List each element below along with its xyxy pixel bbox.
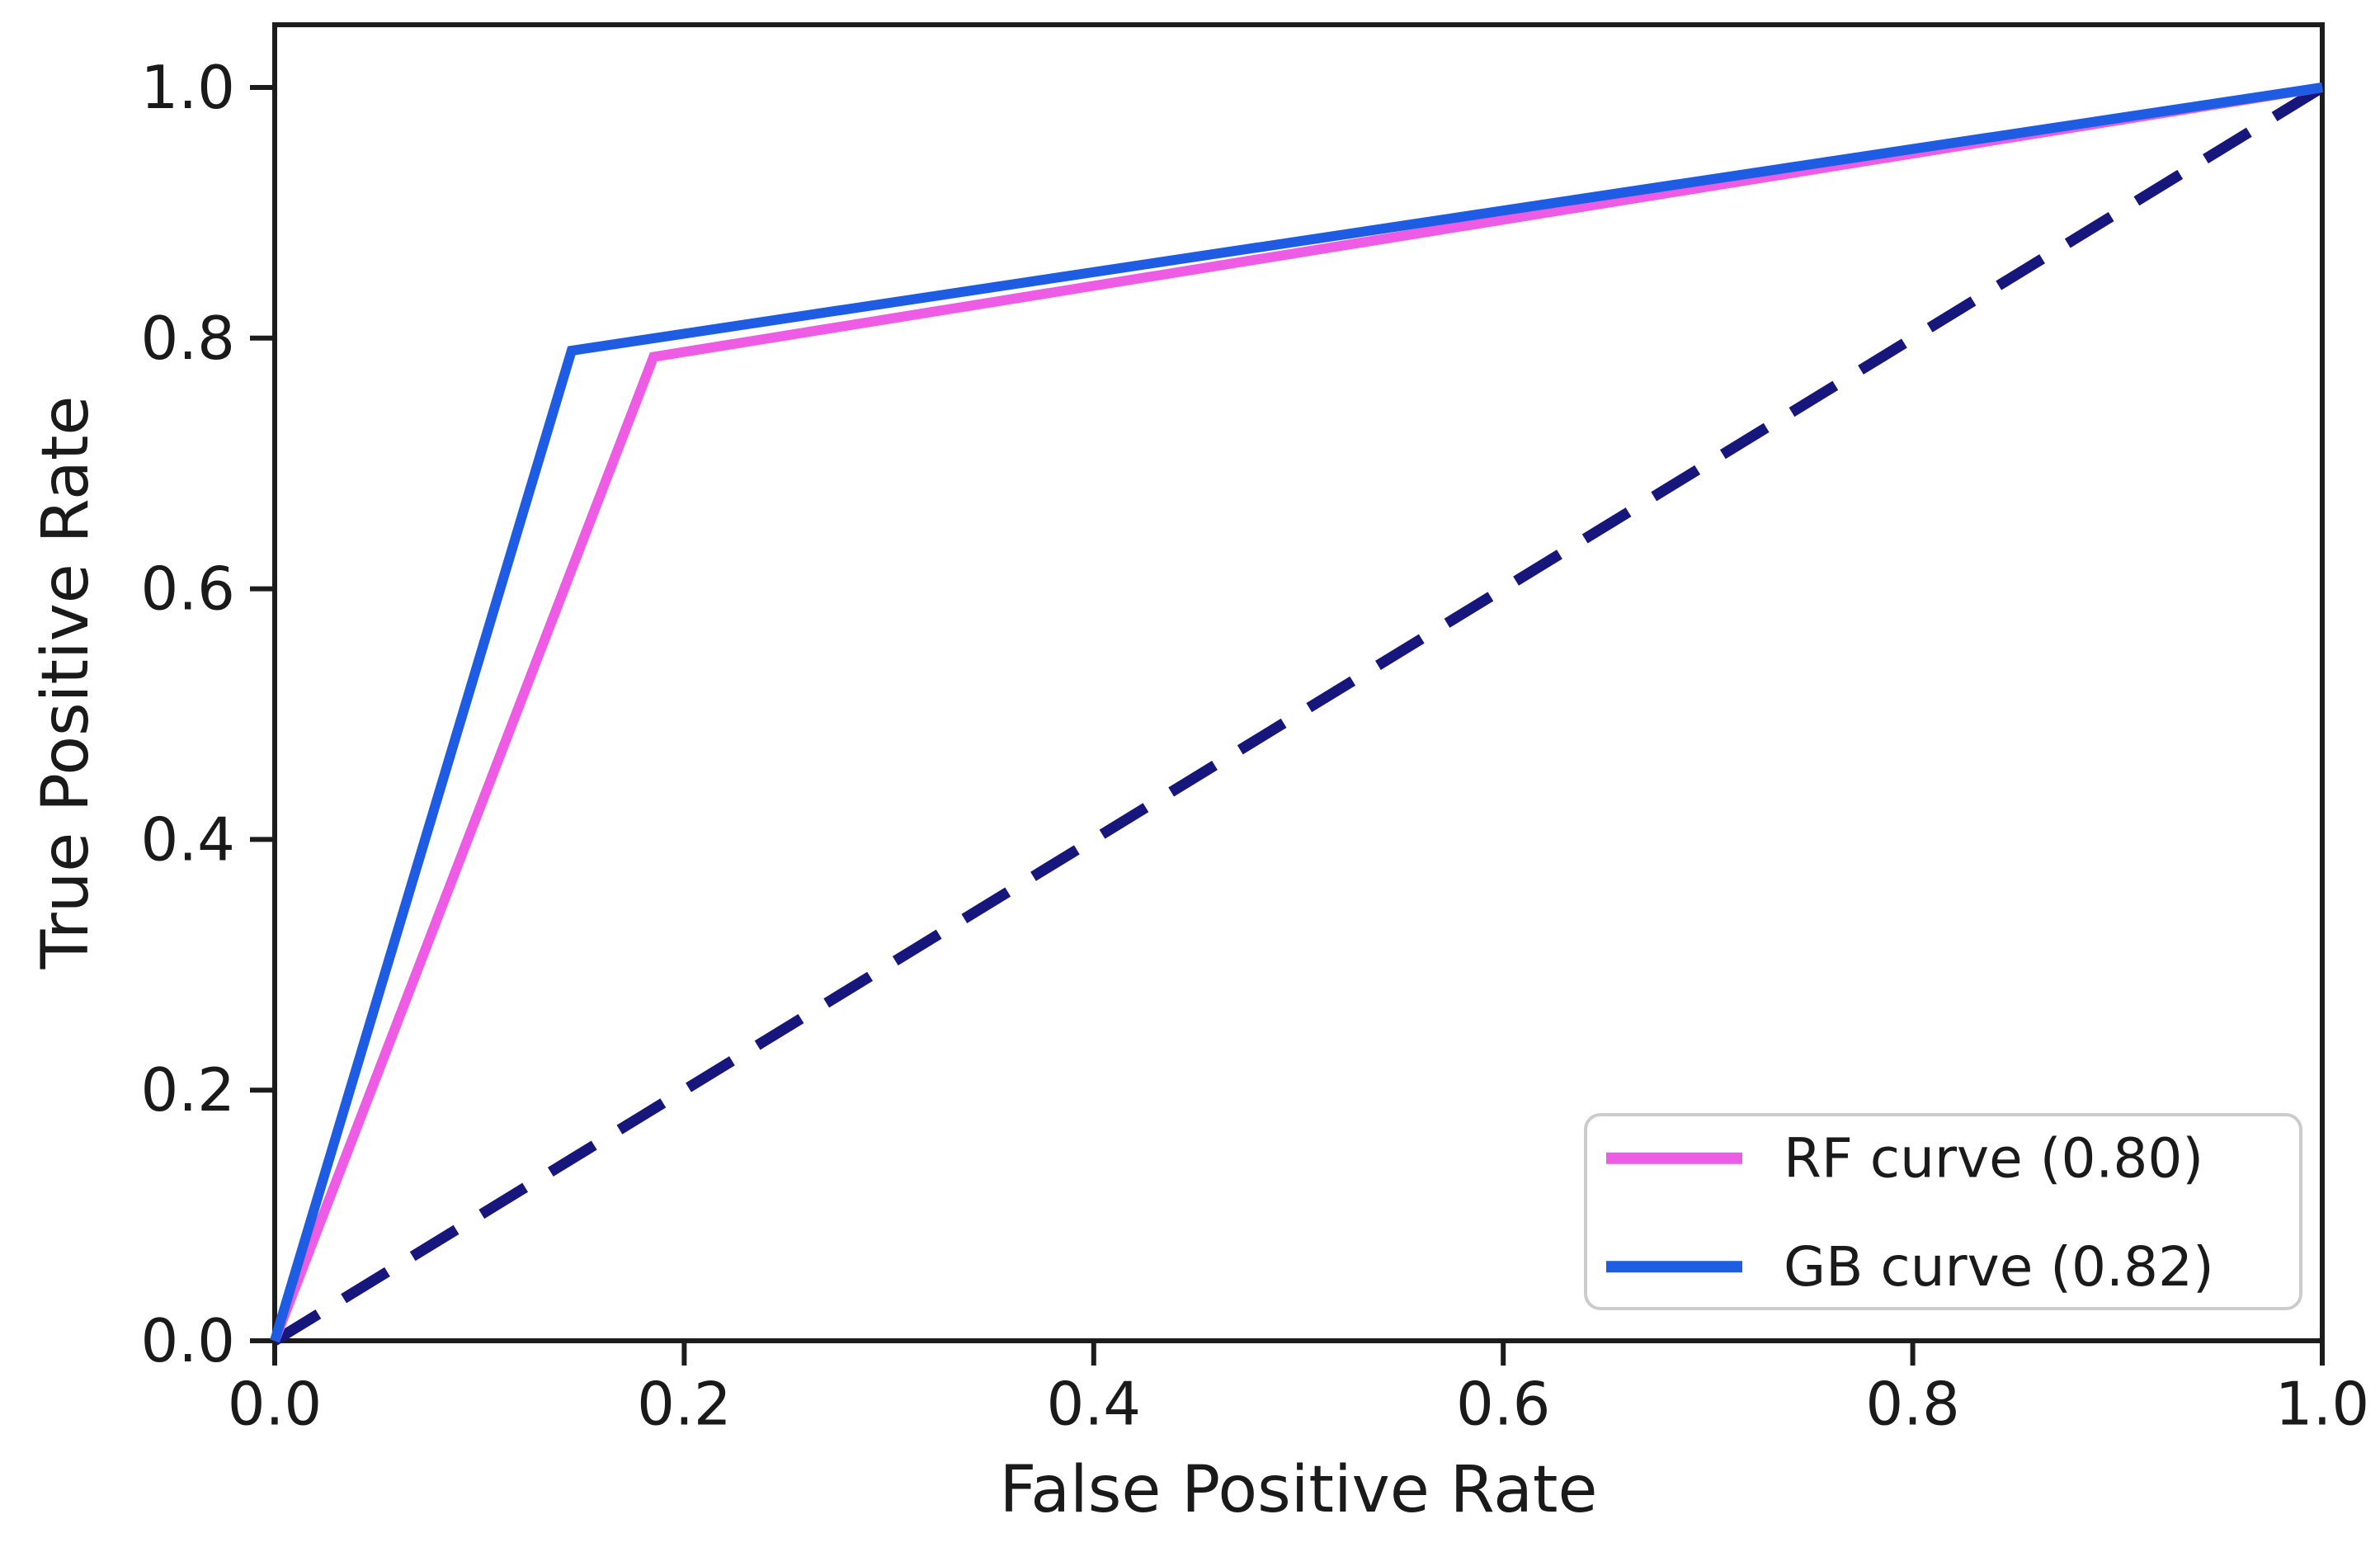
y-axis-title: True Positive Rate — [29, 396, 103, 970]
y-tick-label: 0.2 — [140, 1055, 235, 1125]
plot-area-border — [272, 22, 2325, 1343]
x-axis-ticks: 0.0 0.2 0.4 0.6 0.8 1.0 — [228, 1341, 2370, 1439]
legend-box — [1584, 1113, 2302, 1310]
y-tick-label: 0.0 — [140, 1306, 235, 1375]
series-layer — [270, 83, 2326, 1346]
y-tick-label: 1.0 — [140, 53, 235, 122]
legend-label-rf: RF curve (0.80) — [1784, 1126, 2203, 1190]
x-tick-label: 0.6 — [1456, 1370, 1551, 1439]
y-axis-ticks: 0.0 0.2 0.4 0.6 0.8 1.0 — [140, 53, 275, 1375]
x-tick-label: 0.2 — [637, 1370, 732, 1439]
y-tick-label: 0.6 — [140, 554, 235, 624]
x-axis-title: False Positive Rate — [1000, 1453, 1598, 1527]
legend-label-gb: GB curve (0.82) — [1784, 1235, 2214, 1299]
y-tick-label: 0.8 — [140, 304, 235, 373]
x-tick-label: 0.0 — [228, 1370, 323, 1439]
x-tick-label: 0.4 — [1047, 1370, 1142, 1439]
x-tick-label: 0.8 — [1865, 1370, 1960, 1439]
y-tick-label: 0.4 — [140, 804, 235, 874]
legend: RF curve (0.80) GB curve (0.82) — [1584, 1113, 2302, 1310]
rf-curve-line — [270, 83, 2323, 1343]
x-tick-label: 1.0 — [2275, 1370, 2370, 1439]
gb-curve-line — [270, 83, 2323, 1342]
